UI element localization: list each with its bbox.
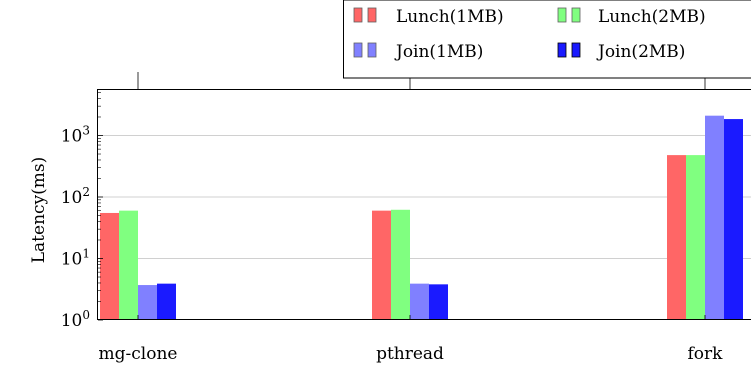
- y-tick-label-0: 100: [61, 308, 90, 331]
- y-tick-exponent: 1: [82, 247, 90, 261]
- legend-label-1: Lunch(2MB): [598, 7, 706, 27]
- x-tick-label-mg-clone: mg-clone: [99, 344, 178, 364]
- y-tick-label-1: 101: [61, 247, 90, 270]
- x-tick-labels: mg-clone pthread fork: [99, 344, 724, 364]
- plot-frame: [97, 89, 751, 320]
- bar-mg-clone-3: [157, 283, 176, 320]
- y-tick-base: 10: [61, 250, 83, 270]
- legend-marker-3-a: [557, 42, 567, 58]
- axis-ticks: [98, 72, 706, 321]
- bar-mg-clone-0: [100, 212, 119, 320]
- bar-pthread-0: [372, 210, 391, 320]
- bar-fork-3: [724, 119, 743, 320]
- legend-box: [343, 0, 751, 79]
- y-tick-exponent: 2: [82, 185, 90, 199]
- legend-label-3: Join(2MB): [596, 42, 685, 62]
- bar-mg-clone-1: [119, 210, 138, 320]
- legend-marker-1-b: [571, 7, 581, 23]
- y-tick-exponent: 0: [82, 308, 90, 322]
- y-tick-label-3: 103: [61, 124, 90, 147]
- grid-lines: [98, 135, 751, 259]
- bar-mg-clone-2: [138, 285, 157, 320]
- y-tick-base: 10: [61, 188, 83, 208]
- legend-marker-2-b: [367, 42, 377, 58]
- legend-label-2: Join(1MB): [394, 42, 483, 62]
- y-tick-base: 10: [61, 127, 83, 147]
- legend-label-0: Lunch(1MB): [396, 7, 504, 27]
- x-tick-label-fork: fork: [688, 344, 724, 364]
- legend-marker-1-a: [557, 7, 567, 23]
- y-tick-exponent: 3: [82, 124, 90, 138]
- bar-pthread-3: [429, 284, 448, 320]
- y-tick-base: 10: [61, 311, 83, 331]
- x-tick-label-pthread: pthread: [376, 344, 444, 364]
- legend: Lunch(1MB) Lunch(2MB) Join(1MB) Join(2MB): [343, 0, 751, 79]
- bar-pthread-1: [391, 209, 410, 320]
- y-tick-label-2: 102: [61, 185, 90, 208]
- legend-marker-2-a: [353, 42, 363, 58]
- legend-marker-0-b: [367, 7, 377, 23]
- legend-marker-3-b: [571, 42, 581, 58]
- bar-pthread-2: [410, 283, 429, 320]
- y-axis-title: Latency(ms): [29, 157, 49, 264]
- bar-fork-0: [667, 155, 686, 320]
- bars: [100, 115, 743, 321]
- bar-fork-1: [686, 155, 705, 320]
- legend-marker-0-a: [353, 7, 363, 23]
- bar-fork-2: [705, 115, 724, 321]
